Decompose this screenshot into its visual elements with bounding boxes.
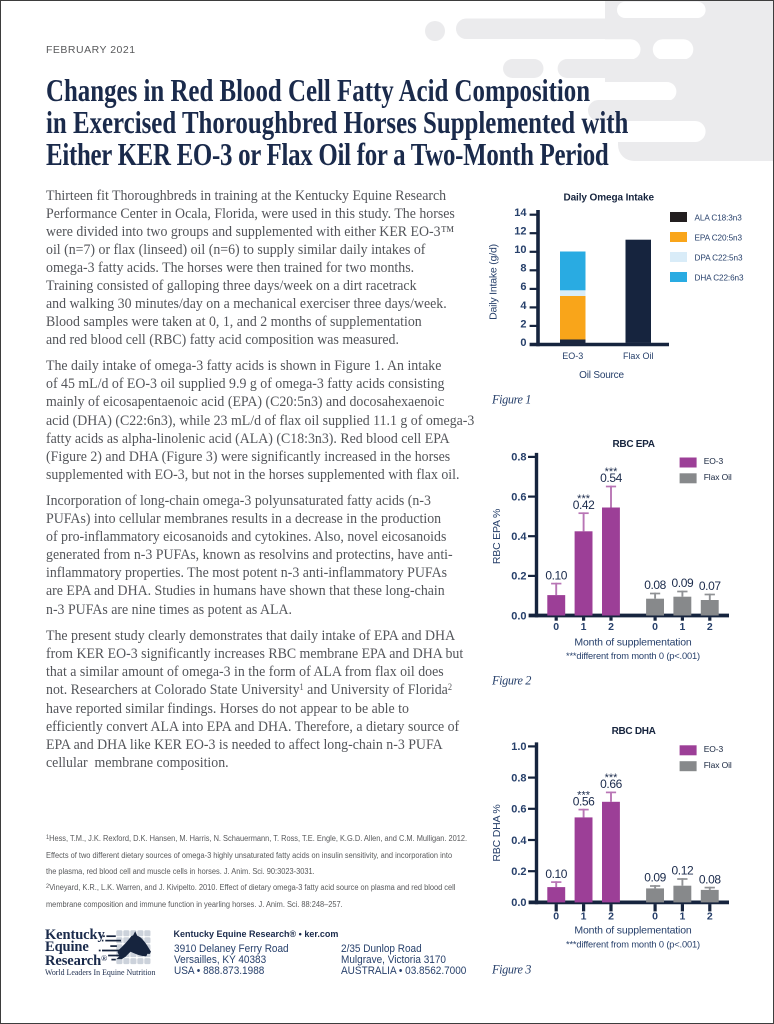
svg-text:Flax Oil: Flax Oil — [623, 351, 654, 361]
svg-text:12: 12 — [514, 226, 526, 238]
svg-text:1.0: 1.0 — [511, 741, 526, 753]
svg-text:0.2: 0.2 — [511, 866, 526, 878]
svg-text:0.0: 0.0 — [511, 897, 526, 909]
svg-text:Oil Source: Oil Source — [579, 370, 624, 381]
svg-text:0.09: 0.09 — [672, 576, 694, 590]
svg-text:8: 8 — [520, 263, 526, 275]
svg-text:0.8: 0.8 — [511, 772, 526, 784]
svg-text:EO-3: EO-3 — [704, 744, 724, 754]
svg-text:***different from month 0 (p<.: ***different from month 0 (p<.001) — [566, 651, 700, 661]
svg-text:0.10: 0.10 — [545, 867, 567, 881]
svg-text:0.07: 0.07 — [699, 579, 721, 593]
svg-text:***: *** — [577, 493, 591, 505]
svg-text:0: 0 — [553, 911, 559, 923]
svg-text:***: *** — [577, 789, 591, 801]
svg-text:***: *** — [605, 772, 619, 784]
svg-text:DHA C22:6n3: DHA C22:6n3 — [695, 273, 745, 282]
svg-text:RBC EPA %: RBC EPA % — [491, 509, 503, 564]
svg-text:0.08: 0.08 — [644, 578, 666, 592]
svg-text:Month of supplementation: Month of supplementation — [574, 637, 692, 649]
svg-text:Flax Oil: Flax Oil — [704, 472, 732, 482]
svg-text:EPA C20:5n3: EPA C20:5n3 — [695, 233, 743, 242]
svg-text:Figure 2: Figure 2 — [491, 674, 531, 688]
svg-text:ALA C18:3n3: ALA C18:3n3 — [695, 213, 743, 222]
svg-text:4: 4 — [520, 300, 527, 312]
svg-text:2: 2 — [608, 911, 614, 923]
svg-text:1: 1 — [679, 621, 685, 633]
svg-text:2: 2 — [608, 621, 614, 633]
svg-text:0.10: 0.10 — [545, 568, 567, 582]
svg-text:DPA C22:5n3: DPA C22:5n3 — [695, 253, 743, 262]
svg-text:0.4: 0.4 — [511, 531, 527, 543]
svg-text:0.09: 0.09 — [644, 871, 666, 885]
svg-text:0: 0 — [553, 621, 559, 633]
svg-text:2: 2 — [707, 621, 713, 633]
svg-text:2: 2 — [707, 911, 713, 923]
svg-text:0.0: 0.0 — [511, 610, 526, 622]
svg-text:Figure 1: Figure 1 — [491, 392, 531, 406]
svg-text:0.2: 0.2 — [511, 571, 526, 583]
svg-text:2: 2 — [520, 318, 526, 330]
svg-text:0.6: 0.6 — [511, 491, 526, 503]
svg-text:Month of supplementation: Month of supplementation — [574, 925, 692, 937]
svg-text:0.4: 0.4 — [511, 835, 527, 847]
svg-text:0.42: 0.42 — [573, 498, 595, 512]
svg-text:14: 14 — [514, 207, 527, 219]
svg-text:EO-3: EO-3 — [562, 351, 583, 361]
svg-text:Figure 3: Figure 3 — [491, 963, 531, 977]
svg-text:1: 1 — [679, 911, 685, 923]
svg-text:0.6: 0.6 — [511, 804, 526, 816]
svg-text:0: 0 — [520, 337, 526, 349]
svg-text:0: 0 — [652, 621, 658, 633]
svg-text:1: 1 — [581, 621, 587, 633]
svg-text:Daily Omega Intake: Daily Omega Intake — [563, 193, 654, 204]
svg-text:RBC EPA: RBC EPA — [613, 439, 655, 450]
svg-text:RBC DHA: RBC DHA — [612, 726, 656, 737]
svg-text:6: 6 — [520, 281, 526, 293]
svg-text:***different from month 0 (p<.: ***different from month 0 (p<.001) — [566, 940, 700, 950]
svg-text:0: 0 — [652, 911, 658, 923]
svg-text:RBC DHA %: RBC DHA % — [491, 804, 503, 861]
svg-text:0.54: 0.54 — [600, 471, 622, 485]
svg-text:Daily Intake (g/d): Daily Intake (g/d) — [488, 244, 500, 320]
svg-text:0.12: 0.12 — [672, 864, 694, 878]
svg-text:EO-3: EO-3 — [704, 456, 724, 466]
svg-text:***: *** — [605, 466, 619, 478]
svg-text:0.66: 0.66 — [600, 777, 622, 791]
svg-text:0.8: 0.8 — [511, 452, 526, 464]
svg-text:0.08: 0.08 — [699, 872, 721, 886]
svg-text:10: 10 — [514, 244, 526, 256]
svg-text:Flax Oil: Flax Oil — [704, 760, 732, 770]
svg-text:0.56: 0.56 — [573, 794, 595, 808]
svg-text:1: 1 — [581, 911, 587, 923]
